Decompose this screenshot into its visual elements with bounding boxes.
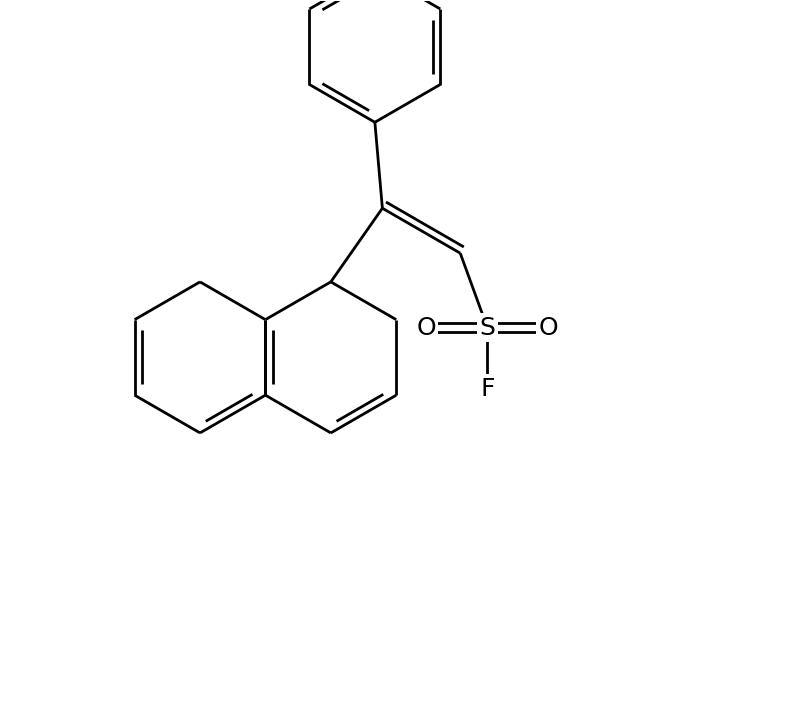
Text: F: F [480, 377, 495, 401]
Text: O: O [539, 316, 558, 339]
Text: O: O [416, 316, 436, 339]
Text: S: S [480, 316, 495, 339]
